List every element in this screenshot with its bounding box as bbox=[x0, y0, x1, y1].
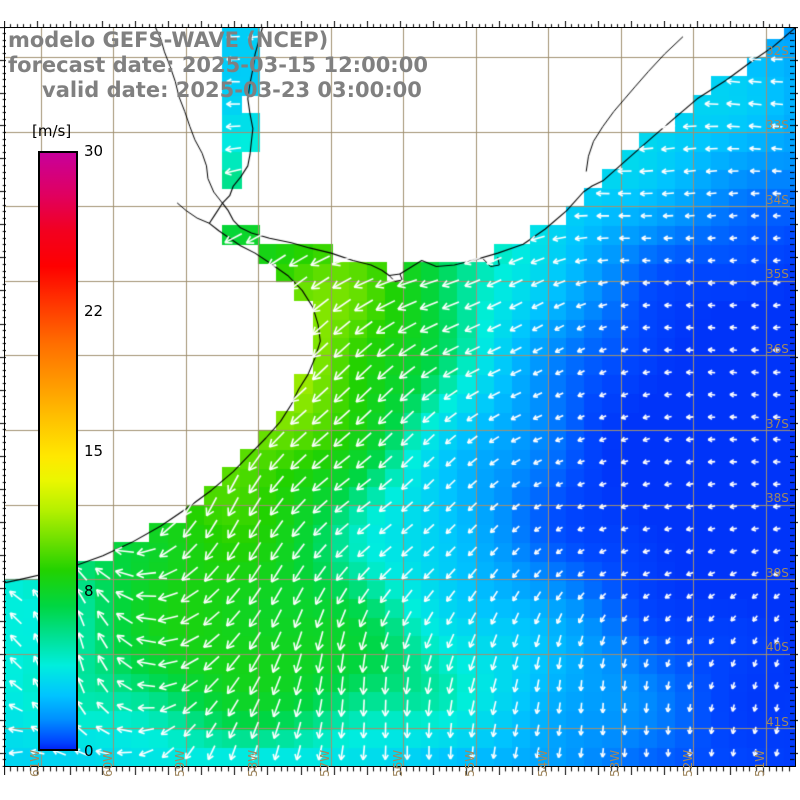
colorbar-tick-30: 30 bbox=[84, 142, 104, 160]
top-axis-ticks bbox=[4, 21, 796, 28]
colorbar-gradient bbox=[38, 151, 78, 751]
colorbar-tick-8: 8 bbox=[84, 582, 94, 600]
bottom-axis-ticks bbox=[4, 767, 796, 775]
colorbar-tick-22: 22 bbox=[84, 302, 104, 320]
left-axis-ticks bbox=[0, 27, 6, 767]
colorbar-tick-0: 0 bbox=[84, 742, 94, 760]
wind-direction-vectors-layer bbox=[5, 28, 795, 766]
map-plot-area[interactable] bbox=[4, 27, 796, 767]
right-axis-ticks bbox=[790, 27, 798, 767]
colorbar-tick-15: 15 bbox=[84, 442, 104, 460]
colorbar-units-label: [m/s] bbox=[32, 122, 72, 140]
